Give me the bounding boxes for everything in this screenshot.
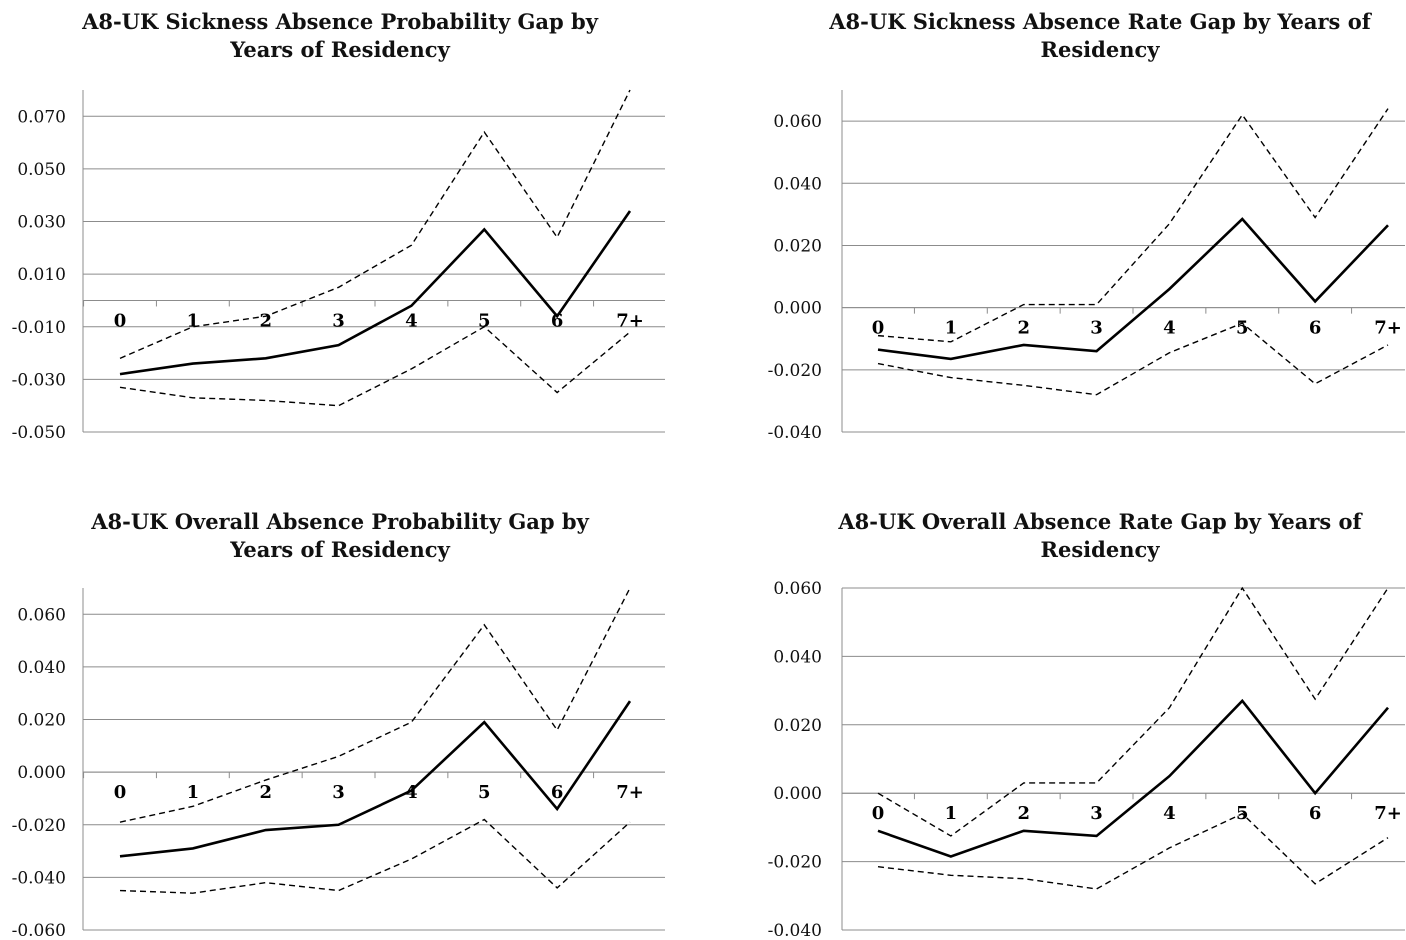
series-line-estimate [119, 210, 632, 376]
x-tick-label: 3 [1090, 318, 1103, 339]
line-chart-overall-probability: 0.060 0.040 0.020 0.000 -0.020 -0.040 -0.060 0 1… [12, 587, 665, 940]
y-tick-label: 0.060 [773, 579, 822, 599]
x-tick-label: 2 [1017, 318, 1030, 339]
series-line-estimate [119, 700, 632, 858]
x-tick-label: 7+ [616, 310, 644, 331]
series-line-estimate [877, 698, 1389, 858]
y-tick-label: 0.030 [17, 213, 66, 233]
y-tick-label: -0.040 [768, 423, 822, 443]
x-tick-label: 2 [1017, 803, 1030, 824]
y-tick-label: -0.060 [12, 921, 66, 940]
y-tick-label: 0.060 [17, 605, 66, 625]
x-tick-label: 3 [332, 782, 345, 803]
x-tick-label: 0 [872, 318, 885, 339]
line-chart-sickness-rate: 0.060 0.040 0.020 0.000 -0.020 -0.040 0 1 2 3 4 5 6 7… [768, 90, 1405, 443]
x-tick-label: 5 [1236, 803, 1249, 824]
x-tick-label: 1 [187, 310, 200, 331]
y-tick-label: 0.000 [773, 784, 822, 804]
chart-panel-2: A8-UK Sickness Absence Rate Gap by Years… [700, 0, 1406, 470]
x-tick-label: 1 [945, 318, 958, 339]
y-tick-label: -0.040 [12, 868, 66, 888]
y-tick-label: -0.020 [12, 816, 66, 836]
x-tick-label: 6 [551, 310, 564, 331]
x-tick-label: 1 [187, 782, 200, 803]
y-tick-label: 0.050 [17, 160, 66, 180]
y-tick-label: 0.040 [773, 647, 822, 667]
x-tick-label: 7+ [616, 782, 644, 803]
y-tick-label: 0.020 [773, 716, 822, 736]
chart-panel-4: A8-UK Overall Absence Rate Gap by Years … [700, 470, 1406, 940]
y-tick-label: 0.040 [773, 174, 822, 194]
chart-panel-1: A8-UK Sickness Absence Probability Gap b… [0, 0, 700, 470]
x-tick-label: 0 [114, 782, 127, 803]
series-line-confidence-bound [877, 586, 1389, 837]
x-tick-label: 7+ [1374, 318, 1402, 339]
x-tick-label: 0 [872, 803, 885, 824]
x-tick-label: 2 [259, 782, 272, 803]
x-tick-label: 4 [405, 310, 418, 331]
chart-title: A8-UK Sickness Absence Probability Gap b… [82, 9, 598, 62]
x-tick-label: 5 [478, 310, 491, 331]
x-tick-label: 1 [945, 803, 958, 824]
y-tick-label: 0.040 [17, 658, 66, 678]
series-line-confidence-bound [119, 818, 631, 894]
y-tick-label: 0.070 [17, 107, 66, 127]
y-tick-label: -0.020 [768, 361, 822, 381]
series-line-confidence-bound [877, 812, 1389, 890]
x-tick-label: 4 [1163, 318, 1176, 339]
chart-title: A8-UK Overall Absence Rate Gap by Years … [838, 509, 1362, 562]
y-tick-label: -0.020 [768, 853, 822, 873]
y-tick-label: -0.010 [12, 318, 66, 338]
x-tick-label: 4 [1163, 803, 1176, 824]
y-tick-label: -0.040 [768, 921, 822, 940]
x-tick-label: 3 [1090, 803, 1103, 824]
x-tick-label: 6 [1309, 803, 1322, 824]
x-tick-label: 6 [1309, 318, 1322, 339]
y-tick-label: 0.020 [773, 236, 822, 256]
y-tick-label: 0.060 [773, 112, 822, 132]
chart-title: A8-UK Sickness Absence Rate Gap by Years… [829, 9, 1371, 62]
series-line-confidence-bound [877, 108, 1389, 343]
y-tick-label: 0.000 [773, 299, 822, 319]
x-tick-label: 4 [405, 782, 418, 803]
y-tick-label: 0.000 [17, 763, 66, 783]
x-tick-label: 0 [114, 310, 127, 331]
y-tick-label: 0.010 [17, 265, 66, 285]
x-tick-label: 2 [259, 310, 272, 331]
y-tick-label: 0.020 [17, 711, 66, 731]
x-tick-label: 5 [1236, 318, 1249, 339]
series-line-estimate [877, 217, 1389, 361]
line-chart-sickness-probability: 0.070 0.050 0.030 0.010 -0.010 -0.030 -0.050 0 1… [12, 89, 665, 443]
series-line-confidence-bound [119, 89, 631, 359]
y-tick-label: -0.030 [12, 370, 66, 390]
x-tick-label: 7+ [1374, 803, 1402, 824]
x-tick-label: 3 [332, 310, 345, 331]
y-tick-label: -0.050 [12, 423, 66, 443]
x-tick-label: 5 [478, 782, 491, 803]
line-chart-overall-rate: 0.060 0.040 0.020 0.000 -0.020 -0.040 0 1 2 3 4 5 6 7… [768, 579, 1405, 940]
series-line-confidence-bound [877, 322, 1389, 396]
chart-title: A8-UK Overall Absence Probability Gap by… [91, 509, 589, 562]
x-tick-label: 6 [551, 782, 564, 803]
series-line-confidence-bound [119, 325, 631, 407]
chart-panel-3: A8-UK Overall Absence Probability Gap by… [0, 470, 700, 940]
